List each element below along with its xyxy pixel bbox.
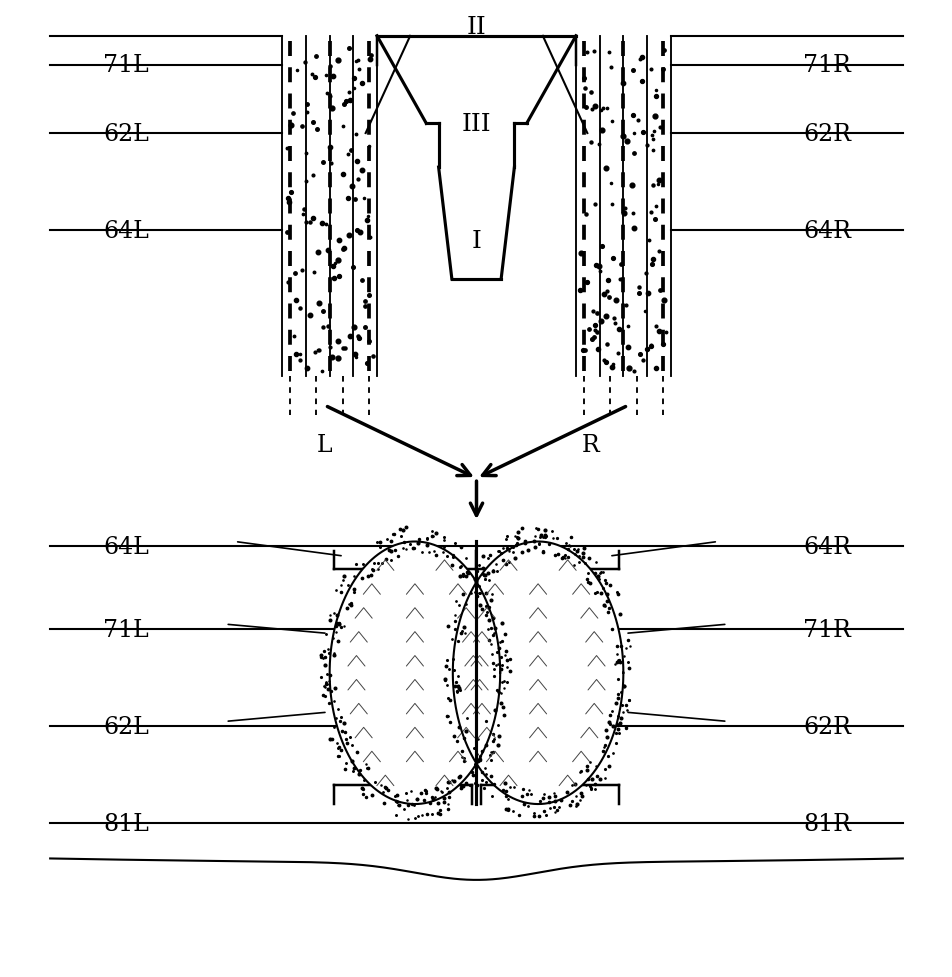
Text: 62L: 62L	[103, 715, 149, 738]
Text: III: III	[461, 112, 491, 136]
Text: 62R: 62R	[803, 122, 850, 146]
Text: 64L: 64L	[103, 220, 149, 242]
Text: L: L	[317, 433, 332, 456]
Text: R: R	[581, 433, 599, 456]
Text: II: II	[466, 16, 486, 38]
Text: 64L: 64L	[103, 535, 149, 558]
Text: 62L: 62L	[103, 122, 149, 146]
Text: 64R: 64R	[803, 220, 850, 242]
Text: 81R: 81R	[803, 812, 850, 835]
Text: I: I	[471, 230, 481, 252]
Text: 64R: 64R	[803, 535, 850, 558]
Text: 71L: 71L	[103, 617, 149, 641]
Text: 71R: 71R	[803, 55, 850, 77]
Ellipse shape	[452, 542, 623, 804]
Text: 71L: 71L	[103, 55, 149, 77]
Text: 71R: 71R	[803, 617, 850, 641]
Ellipse shape	[329, 542, 500, 804]
Text: 62R: 62R	[803, 715, 850, 738]
Text: 81L: 81L	[103, 812, 149, 835]
